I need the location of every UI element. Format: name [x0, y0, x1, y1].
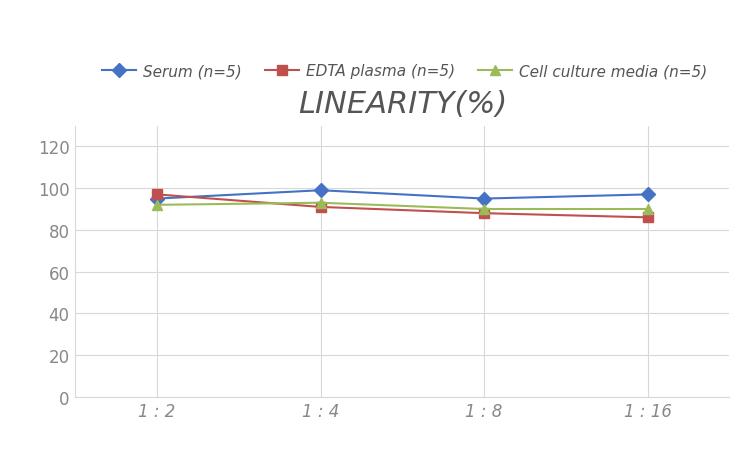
Serum (n=5) [480, 197, 489, 202]
EDTA plasma (n=5) [153, 192, 162, 198]
Line: EDTA plasma (n=5): EDTA plasma (n=5) [152, 190, 653, 223]
Cell culture media (n=5) [643, 207, 652, 212]
Serum (n=5) [643, 192, 652, 198]
Cell culture media (n=5) [153, 202, 162, 208]
Line: Serum (n=5): Serum (n=5) [152, 186, 653, 204]
Serum (n=5) [153, 197, 162, 202]
Cell culture media (n=5) [480, 207, 489, 212]
EDTA plasma (n=5) [643, 215, 652, 221]
Line: Cell culture media (n=5): Cell culture media (n=5) [152, 198, 653, 214]
Cell culture media (n=5) [316, 201, 325, 206]
EDTA plasma (n=5) [316, 205, 325, 210]
Serum (n=5) [316, 188, 325, 193]
EDTA plasma (n=5) [480, 211, 489, 216]
Legend: Serum (n=5), EDTA plasma (n=5), Cell culture media (n=5): Serum (n=5), EDTA plasma (n=5), Cell cul… [96, 58, 714, 85]
Title: LINEARITY(%): LINEARITY(%) [298, 89, 507, 119]
